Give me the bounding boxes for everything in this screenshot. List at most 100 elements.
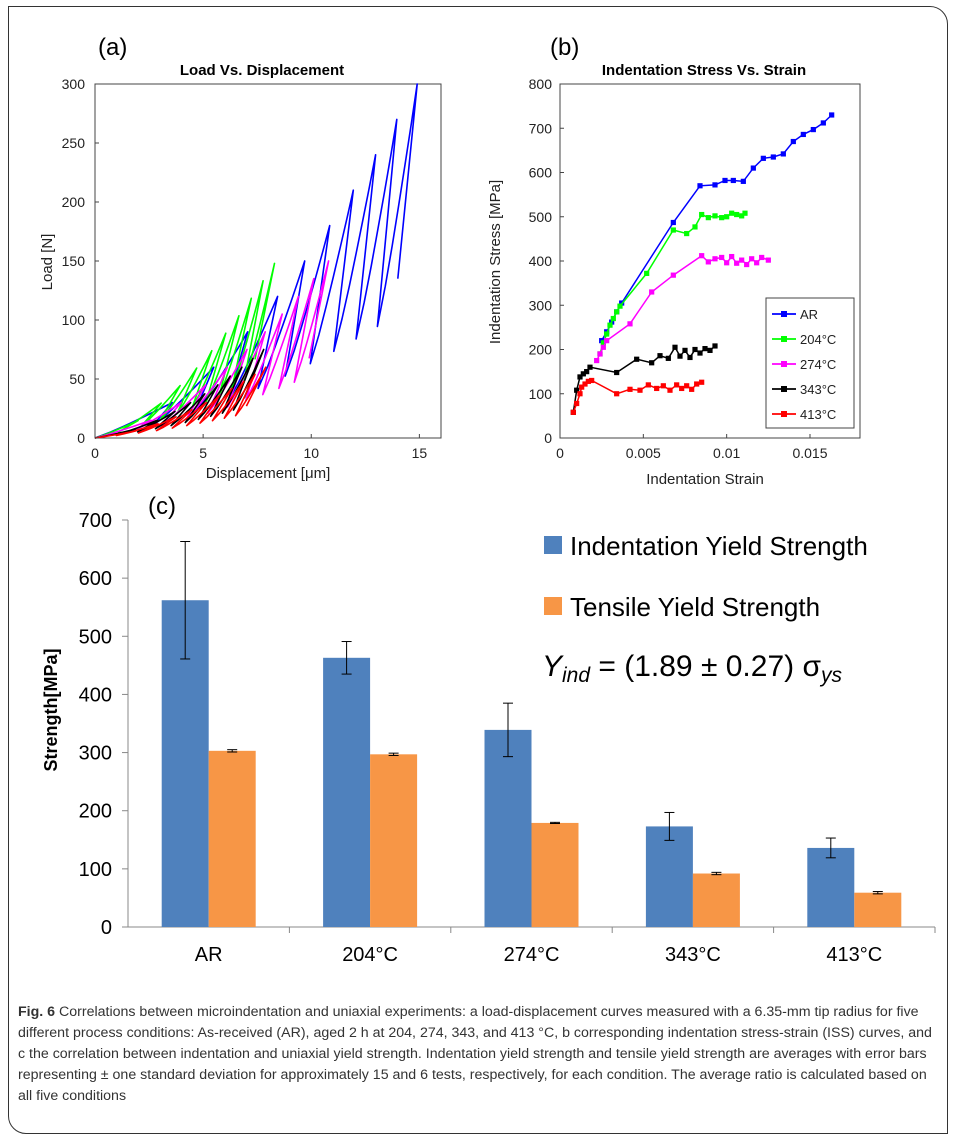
panel-b-point [697, 183, 703, 189]
panel-b-legend-marker [781, 361, 787, 367]
panel-c-bar [645, 826, 693, 927]
panel-b-point [574, 400, 580, 407]
panel-a-xtick: 15 [412, 445, 428, 461]
panel-b-point [780, 151, 786, 157]
panel-b-legend-label: 343°C [800, 382, 836, 397]
panel-b-xtick: 0 [556, 445, 564, 461]
panel-c-category-label: 343°C [665, 944, 721, 966]
panel-b-point [694, 381, 700, 387]
panel-b-point [637, 387, 643, 393]
panel-b-point [759, 254, 765, 261]
panel-b-point [587, 364, 593, 370]
panel-c-ticks: 0 100 200 300 400 500 600 700 [79, 510, 128, 939]
panel-a-title: Load Vs. Displacement [180, 62, 344, 79]
panel-b-title: Indentation Stress Vs. Strain [602, 62, 806, 79]
panel-b-point [660, 383, 666, 389]
panel-c-bars: AR 204°C 274°C 343°C 413°C [161, 541, 936, 966]
panel-b-point [697, 350, 703, 356]
panel-a-ytick: 150 [62, 253, 86, 269]
panel-b-point [742, 210, 748, 216]
panel-b-ylabel: Indentation Stress [MPa] [487, 180, 504, 344]
panel-b-point [699, 211, 705, 218]
panel-b-point [644, 270, 650, 276]
panel-b-point [574, 387, 580, 393]
panel-b-point [729, 210, 735, 216]
panel-c-bar [692, 873, 740, 927]
panel-a-ytick: 300 [62, 76, 86, 92]
panel-c-ytick: 300 [79, 743, 112, 765]
panel-b-point [719, 215, 725, 221]
panel-b-point [649, 360, 655, 366]
panel-b-point [699, 253, 705, 259]
panel-b-point [712, 213, 718, 219]
panel-b-legend: AR 204°C 274°C 343°C 413°C [772, 307, 836, 422]
caption-lead: Fig. 6 [18, 1004, 56, 1020]
figure-canvas: (a) Load Vs. Displacement 0 5 10 1505010015… [39, 34, 936, 966]
panel-b-point [580, 371, 586, 377]
panel-b-point [739, 213, 745, 219]
figure-caption: Fig. 6 Correlations between microindenta… [18, 1002, 933, 1107]
panel-b-point [670, 227, 676, 233]
panel-b-legend-marker [781, 336, 787, 342]
panel-b-point [707, 347, 713, 353]
panel-b-point [617, 303, 623, 309]
panel-b-point [597, 351, 603, 357]
panel-b-legend-box [765, 297, 855, 429]
panel-a-xtick: 10 [303, 445, 319, 461]
panel-c-label: (c) [148, 493, 176, 520]
panel-c-bar [370, 754, 418, 927]
caption-text: Correlations between microindentation an… [18, 1004, 932, 1104]
legend-ten-label: Tensile Yield Strength [570, 592, 820, 622]
panel-b-ytick: 400 [529, 253, 553, 269]
panel-b-curves [570, 112, 835, 415]
panel-a-ytick: 100 [62, 312, 86, 328]
panel-c-category-label: AR [195, 944, 223, 966]
panel-c-bar [854, 892, 902, 927]
panel-b-point [634, 356, 640, 362]
panel-b-legend-marker [781, 411, 787, 417]
panel-b-point [670, 219, 676, 226]
panel-c-bar [208, 750, 256, 927]
panel-b-legend-label: 413°C [800, 407, 836, 422]
panel-b: (b) Indentation Stress Vs. Strain 0 0.005… [487, 34, 861, 488]
panel-a-curves [94, 83, 419, 439]
panel-b-point [724, 214, 730, 220]
panel-b-point [800, 131, 806, 138]
panel-b-point [614, 391, 620, 397]
panel-b-point [820, 120, 826, 126]
panel-b-point [657, 353, 663, 359]
panel-b-point [705, 215, 711, 221]
panel-b-point [607, 322, 613, 328]
panel-b-point [627, 321, 633, 327]
panel-b-point [665, 355, 671, 361]
panel-a-ytick: 0 [77, 430, 85, 446]
panel-b-point [734, 211, 740, 218]
panel-b-xtick: 0.005 [626, 445, 661, 461]
panel-c-ytick: 0 [101, 917, 112, 939]
panel-b-point [600, 340, 606, 346]
panel-b-point [734, 260, 740, 266]
panel-b-legend-label: 204°C [800, 332, 836, 347]
panel-b-ytick: 0 [544, 430, 552, 446]
panel-a-xtick: 0 [91, 445, 99, 461]
panel-b-point [712, 256, 718, 262]
panel-b-ytick: 600 [529, 165, 553, 181]
panel-c-category-label: 204°C [342, 944, 398, 966]
panel-b-point [577, 391, 583, 397]
panel-b-point [627, 386, 633, 392]
panel-b-point [719, 254, 725, 261]
panel-c-bar [484, 729, 532, 927]
panel-a-xtick: 5 [199, 445, 207, 461]
panel-b-point [684, 383, 690, 389]
panel-b-point [760, 155, 766, 161]
panel-b-ytick: 700 [529, 120, 553, 136]
panel-b-point [730, 177, 736, 184]
panel-b-point [749, 256, 755, 262]
panel-c-ytick: 200 [79, 801, 112, 823]
panel-b-point [579, 384, 585, 390]
panel-a: (a) Load Vs. Displacement 0 5 10 1505010015… [39, 34, 442, 482]
panel-b-point [705, 259, 711, 265]
panel-b-point [614, 369, 620, 376]
legend-ind-swatch [544, 536, 562, 554]
